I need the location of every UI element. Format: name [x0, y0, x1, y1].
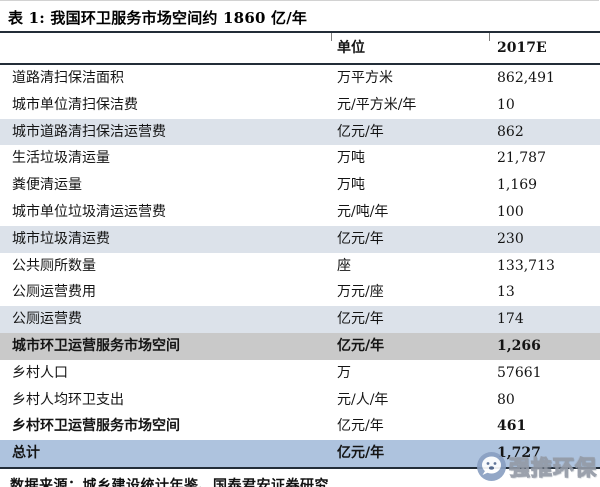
row-label: 乡村人口: [12, 364, 68, 381]
table-row: 城市垃圾清运费 亿元/年 230: [0, 225, 600, 253]
table-row: 公共厕所数量 座 133,713: [0, 253, 600, 280]
row-unit: 万元/座: [337, 284, 384, 301]
row-unit: 亿元/年: [337, 123, 384, 140]
watermark-text: 强推环保: [509, 455, 597, 480]
table-body: 道路清扫保洁面积 万平方米 862,491 城市单位清扫保洁费 元/平方米/年 …: [0, 65, 600, 467]
header-year: 2017E: [497, 40, 547, 56]
row-value: 100: [497, 203, 524, 220]
table-row: 乡村人口 万 57661: [0, 360, 600, 387]
table-row: 乡村环卫运营服务市场空间 亿元/年 461: [0, 413, 600, 440]
table-title: 表 1: 我国环卫服务市场空间约 1860 亿/年: [8, 9, 308, 27]
row-label: 乡村环卫运营服务市场空间: [12, 418, 180, 435]
table-row: 粪便清运量 万吨 1,169: [0, 172, 600, 199]
table-row: 公厕运营费 亿元/年 174: [0, 306, 600, 333]
top-divider: [0, 0, 599, 1]
bottom-rule: [0, 466, 600, 469]
row-value: 1,266: [497, 337, 541, 354]
row-unit: 元/人/年: [337, 391, 389, 408]
row-value: 461: [497, 418, 527, 435]
header-unit: 单位: [337, 40, 365, 56]
row-label: 生活垃圾清运量: [12, 150, 110, 167]
row-value: 21,787: [497, 150, 546, 167]
row-unit: 亿元/年: [337, 230, 384, 247]
row-label: 城市道路清扫保洁运营费: [12, 123, 166, 140]
row-value: 862,491: [497, 70, 555, 86]
data-source: 数据来源：城乡建设统计年鉴、国泰君安证券研究: [10, 477, 329, 487]
row-label: 乡村人均环卫支出: [12, 391, 124, 408]
table-row: 乡村人均环卫支出 元/人/年 80: [0, 387, 600, 414]
row-label: 公厕运营费用: [12, 284, 96, 301]
row-label: 粪便清运量: [12, 177, 82, 194]
row-label: 公厕运营费: [12, 311, 82, 328]
row-value: 174: [497, 311, 524, 328]
table-header: 单位 2017E: [0, 33, 600, 63]
table-row: 城市单位清扫保洁费 元/平方米/年 10: [0, 92, 600, 119]
header-rule: [0, 63, 600, 65]
table-row: 城市单位垃圾清运运营费 元/吨/年 100: [0, 199, 600, 226]
row-value: 10: [497, 96, 515, 113]
table-row: 道路清扫保洁面积 万平方米 862,491: [0, 65, 600, 92]
column-tick: [489, 33, 490, 41]
row-unit: 万: [337, 364, 351, 381]
row-value: 57661: [497, 364, 542, 381]
table-row: 公厕运营费用 万元/座 13: [0, 279, 600, 306]
row-unit: 万平方米: [337, 70, 393, 86]
row-unit: 元/吨/年: [337, 203, 389, 220]
row-label: 公共厕所数量: [12, 257, 96, 274]
row-label: 城市垃圾清运费: [12, 230, 110, 247]
wechat-chat-face-icon: [477, 452, 506, 481]
title-rule: [0, 31, 600, 33]
row-value: 133,713: [497, 257, 555, 274]
row-value: 230: [497, 230, 524, 247]
table-row: 生活垃圾清运量 万吨 21,787: [0, 145, 600, 172]
row-label: 城市单位垃圾清运运营费: [12, 203, 166, 220]
row-unit: 亿元/年: [337, 445, 385, 462]
row-label: 总计: [12, 445, 40, 462]
table-row: 城市道路清扫保洁运营费 亿元/年 862: [0, 118, 600, 146]
row-label: 城市环卫运营服务市场空间: [12, 337, 180, 354]
row-value: 1,727: [497, 445, 541, 462]
row-value: 862: [497, 123, 524, 140]
row-value: 1,169: [497, 177, 538, 194]
column-tick: [331, 33, 332, 41]
table-row: 城市环卫运营服务市场空间 亿元/年 1,266: [0, 332, 600, 360]
row-unit: 万吨: [337, 177, 365, 194]
row-unit: 元/平方米/年: [337, 96, 417, 113]
row-label: 城市单位清扫保洁费: [12, 96, 138, 113]
watermark: 强推环保: [476, 451, 597, 482]
row-unit: 亿元/年: [337, 311, 384, 328]
row-label: 道路清扫保洁面积: [12, 70, 124, 86]
row-unit: 亿元/年: [337, 337, 385, 354]
row-value: 80: [497, 391, 515, 408]
row-unit: 座: [337, 257, 351, 274]
row-unit: 亿元/年: [337, 418, 384, 435]
row-value: 13: [497, 284, 515, 301]
row-unit: 万吨: [337, 150, 365, 167]
